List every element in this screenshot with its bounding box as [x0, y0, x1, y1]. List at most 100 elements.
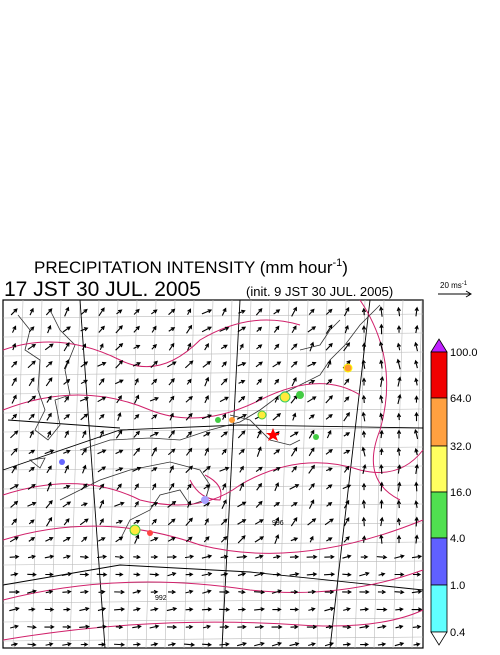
wind-arrow [183, 642, 196, 647]
wind-arrow [46, 395, 52, 403]
wind-arrow [219, 589, 230, 595]
wind-arrow [327, 359, 332, 369]
wind-arrow [344, 324, 349, 334]
grid-line [69, 299, 81, 649]
grid-line [392, 299, 404, 649]
wind-arrow [237, 535, 246, 544]
wind-arrow [44, 607, 55, 612]
wind-arrow [202, 465, 211, 473]
wind-arrow [255, 396, 263, 403]
wind-arrow [11, 413, 18, 420]
wind-arrow [273, 467, 281, 472]
precipitation [59, 363, 353, 536]
grid-line [2, 351, 424, 357]
wind-arrow [44, 554, 55, 559]
wind-arrow [202, 624, 212, 629]
wind-arrow [186, 431, 193, 438]
wind-arrow [10, 447, 18, 456]
wind-arrow [28, 466, 35, 472]
wind-arrow [9, 554, 20, 560]
wind-arrow [326, 429, 332, 439]
colorbar-under [430, 631, 448, 646]
wind-arrow [361, 377, 367, 386]
wind-arrow [255, 554, 264, 559]
wind-arrow [97, 624, 107, 629]
wind-arrow [274, 482, 280, 492]
wind-arrow [256, 326, 263, 332]
wind-arrow [80, 413, 89, 421]
wind-arrow [167, 537, 176, 542]
wind-arrow [45, 572, 54, 577]
wind-arrow [81, 447, 87, 456]
grid-line [2, 503, 424, 509]
wind-arrow [308, 429, 315, 439]
wind-arrow [413, 428, 419, 440]
wind-arrow [63, 607, 71, 612]
wind-arrow [308, 499, 315, 509]
wind-arrow [274, 343, 280, 350]
rain-cell [201, 496, 209, 504]
wind-arrow [343, 517, 350, 527]
wind-arrow [325, 448, 333, 455]
wind-arrow [255, 361, 263, 368]
wind-arrow [361, 535, 367, 543]
wind-arrow [12, 342, 17, 351]
wind-arrow [325, 395, 333, 404]
wind-arrow [115, 449, 124, 455]
wind-arrow [45, 537, 54, 542]
wind-arrow [414, 516, 419, 527]
wind-arrow [11, 518, 17, 526]
wind-arrow [44, 624, 55, 630]
valid-time: 17 JST 30 JUL. 2005 [4, 278, 201, 301]
wind-arrow [307, 518, 317, 526]
wind-arrow [222, 482, 227, 491]
wind-arrow [342, 589, 352, 595]
grid-line [2, 408, 424, 414]
isobar-label: 996 [272, 520, 284, 527]
wind-arrow [45, 499, 53, 509]
wind-arrow [150, 642, 159, 647]
wind-arrow [414, 306, 419, 317]
wind-arrow [150, 537, 159, 542]
wind-arrow [274, 395, 279, 403]
wind-arrow [376, 607, 388, 612]
wind-arrow [45, 589, 54, 595]
wind-arrow [115, 360, 124, 369]
wind-arrow [115, 467, 124, 472]
wind-arrow [361, 342, 367, 351]
wind-arrow [45, 361, 53, 368]
wind-arrow [273, 309, 281, 315]
wind-arrow [342, 484, 352, 490]
wind-arrow [132, 589, 142, 594]
grid-line [278, 299, 290, 649]
colorbar-segment [430, 491, 448, 539]
wind-arrow [63, 449, 71, 454]
grid-line [221, 299, 233, 649]
scale-arrow [438, 290, 472, 298]
wind-arrow [306, 554, 318, 560]
wind-arrow [236, 414, 247, 420]
grid-line [126, 299, 138, 649]
wind-arrow [326, 537, 333, 542]
colorbar-segment [430, 584, 448, 633]
wind-arrow [185, 517, 193, 526]
wind-arrow [306, 572, 318, 577]
wind-arrow [308, 607, 316, 612]
wind-arrow [291, 376, 297, 387]
wind-arrow [133, 572, 141, 577]
wind-arrow [397, 393, 402, 405]
colorbar [430, 338, 448, 646]
wind-arrow [167, 572, 177, 577]
wind-arrow [396, 517, 402, 526]
wind-arrow [114, 607, 126, 612]
wind-arrow [343, 432, 351, 437]
wind-arrow [289, 572, 300, 577]
map-frame [2, 299, 424, 649]
grid-line [2, 636, 424, 642]
wind-arrow [221, 499, 227, 509]
rain-cell [129, 524, 141, 536]
wind-arrow [361, 482, 367, 491]
wind-arrow [187, 308, 192, 315]
wind-arrow [97, 607, 107, 612]
wind-arrow [150, 554, 159, 560]
